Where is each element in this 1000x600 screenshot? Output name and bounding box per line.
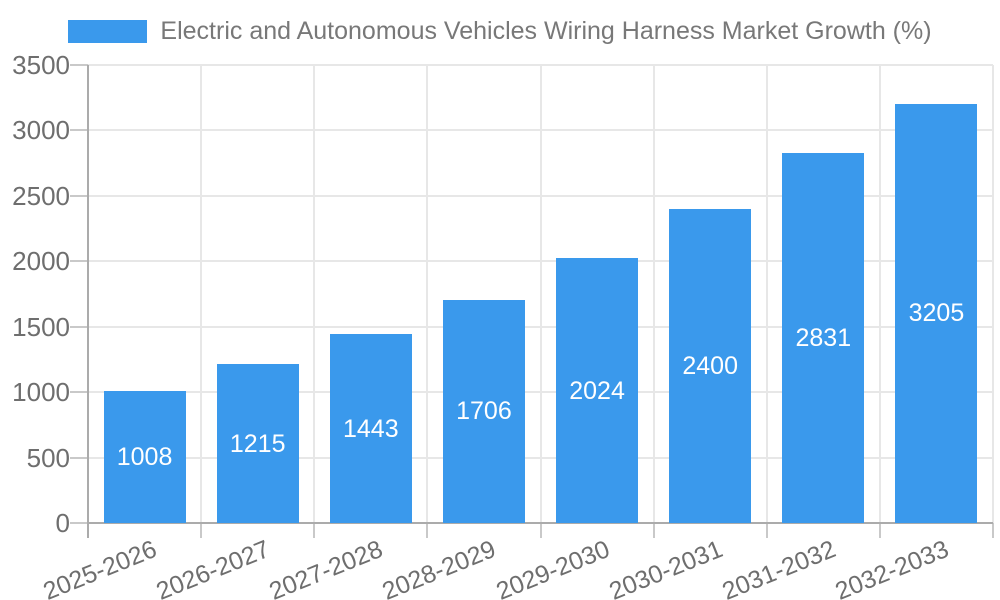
x-tick-label: 2027-2028: [265, 535, 387, 600]
x-tick: [200, 523, 203, 538]
y-tick: [70, 129, 88, 132]
v-gridline: [992, 65, 994, 523]
bar-value-label: 1008: [116, 443, 173, 472]
y-tick: [70, 456, 88, 459]
x-tick: [765, 523, 768, 538]
v-gridline: [652, 65, 655, 523]
y-tick-label: 3000: [12, 115, 70, 146]
v-gridline: [313, 65, 316, 523]
legend-label: Electric and Autonomous Vehicles Wiring …: [160, 17, 932, 45]
v-gridline: [200, 65, 203, 523]
v-gridline: [878, 65, 881, 523]
y-tick: [70, 260, 88, 263]
x-tick: [313, 523, 316, 538]
y-tick-label: 1500: [12, 311, 70, 342]
bar[interactable]: [216, 364, 299, 523]
x-tick-label: 2030-2031: [604, 535, 727, 600]
bar[interactable]: [556, 258, 639, 523]
x-tick: [539, 523, 542, 538]
x-tick: [992, 523, 994, 538]
x-tick: [426, 523, 429, 538]
x-tick-label: 2029-2030: [491, 535, 614, 600]
legend-item[interactable]: Electric and Autonomous Vehicles Wiring …: [68, 17, 932, 45]
v-gridline: [539, 65, 542, 523]
y-tick: [70, 522, 88, 524]
y-axis-line: [87, 65, 89, 538]
x-axis-line: [88, 522, 993, 524]
x-tick-label: 2031-2032: [718, 535, 840, 600]
legend: Electric and Autonomous Vehicles Wiring …: [0, 18, 1000, 45]
y-tick-label: 500: [26, 442, 70, 473]
bar[interactable]: [329, 334, 412, 523]
y-tick-label: 1000: [12, 377, 70, 408]
v-gridline: [765, 65, 768, 523]
y-tick: [70, 391, 88, 394]
bar-value-label: 2400: [682, 351, 738, 380]
legend-swatch-icon: [68, 20, 148, 43]
bar-value-label: 2831: [795, 323, 852, 352]
y-tick: [70, 325, 88, 328]
bar-value-label: 1215: [229, 429, 286, 458]
y-tick: [70, 194, 88, 197]
x-tick-label: 2028-2029: [378, 535, 501, 600]
y-tick-label: 0: [55, 508, 70, 538]
bar[interactable]: [895, 103, 978, 523]
x-tick: [652, 523, 655, 538]
y-tick: [70, 64, 88, 66]
x-tick-label: 2032-2033: [831, 535, 953, 600]
x-tick: [878, 523, 881, 538]
bar[interactable]: [782, 152, 865, 523]
y-tick-label: 2500: [12, 180, 70, 211]
bar[interactable]: [669, 208, 752, 523]
v-gridline: [426, 65, 429, 523]
bar-value-label: 2024: [569, 376, 625, 405]
x-tick-label: 2026-2027: [152, 535, 274, 600]
y-tick-label: 3500: [12, 50, 70, 80]
bar-value-label: 1443: [343, 414, 399, 443]
bar-value-label: 3205: [908, 299, 965, 328]
bar[interactable]: [442, 299, 525, 523]
bar-value-label: 1706: [456, 397, 512, 426]
x-tick-label: 2025-2026: [39, 535, 161, 600]
y-tick-label: 2000: [12, 246, 70, 277]
bar[interactable]: [103, 391, 186, 523]
